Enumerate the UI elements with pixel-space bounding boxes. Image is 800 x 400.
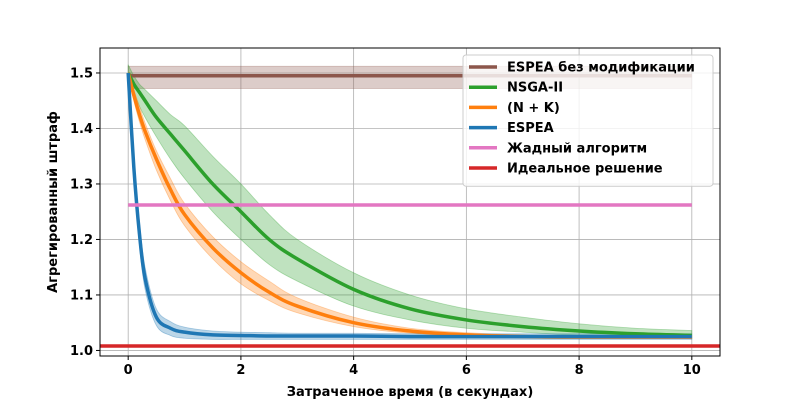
y-tick-label: 1.2 <box>70 233 93 248</box>
legend-label: Идеальное решение <box>507 162 663 177</box>
series-line-3 <box>126 72 692 339</box>
legend: ESPEA без модификации NSGA-II (N + K) ESPEA… <box>462 54 714 187</box>
y-axis-label: Агрегированный штраф <box>46 111 61 293</box>
legend-label: ESPEA без модификации <box>507 61 695 76</box>
legend-label: NSGA-II <box>507 81 563 96</box>
x-tick-label: 8 <box>575 363 584 378</box>
axis-ticks: 0 2 4 6 8 10 1.0 1.1 1.2 1.3 1.4 1.5 <box>70 66 701 378</box>
series-lines <box>100 72 720 348</box>
legend-label: ESPEA <box>507 121 554 136</box>
y-tick-label: 1.3 <box>70 177 93 192</box>
legend-label: Жадный алгоритм <box>507 141 647 156</box>
plot-frame <box>99 47 721 357</box>
x-tick-label: 0 <box>124 363 133 378</box>
x-tick-label: 6 <box>462 363 471 378</box>
x-axis-label: Затраченное время (в секундах) <box>287 385 534 400</box>
legend-label: (N + K) <box>507 101 560 116</box>
band-3 <box>127 72 693 340</box>
y-tick-label: 1.5 <box>70 66 93 81</box>
y-tick-label: 1.4 <box>70 122 93 137</box>
y-tick-label: 1.1 <box>70 288 93 303</box>
x-tick-label: 2 <box>236 363 245 378</box>
series-line-1 <box>126 72 692 338</box>
legend-box <box>462 54 714 187</box>
y-tick-label: 1.0 <box>70 344 93 359</box>
x-tick-label: 10 <box>683 363 701 378</box>
x-tick-label: 4 <box>349 363 358 378</box>
